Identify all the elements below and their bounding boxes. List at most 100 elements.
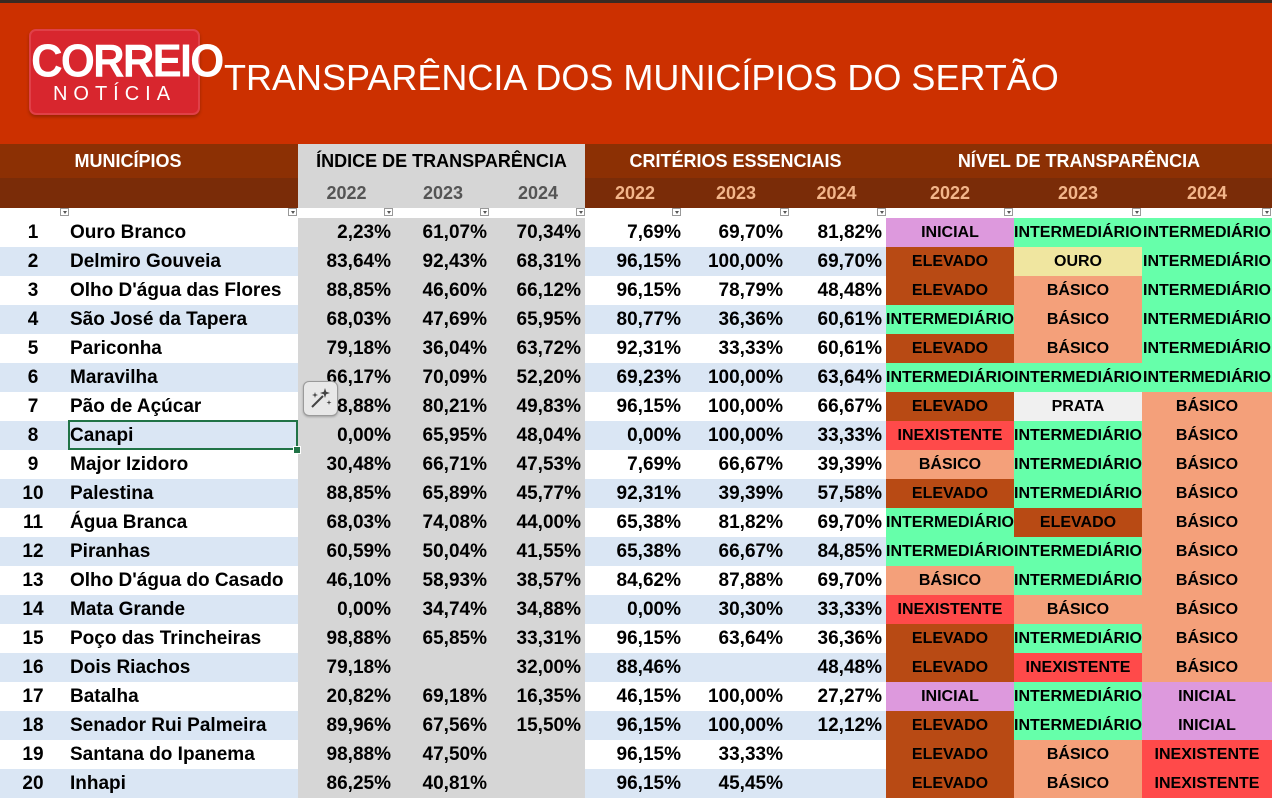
value-i22[interactable]: 98,88% [326,744,391,765]
value-c24[interactable]: 57,58% [817,483,882,504]
quick-analysis-button[interactable] [303,381,338,416]
municipio-name[interactable]: Olho D'água das Flores [70,280,282,301]
level-badge-l22[interactable]: ELEVADO [886,711,1014,740]
value-i23[interactable]: 92,43% [422,251,487,272]
level-badge-l24[interactable]: BÁSICO [1142,508,1272,537]
value-i22[interactable]: 60,59% [326,541,391,562]
value-i24[interactable]: 49,83% [516,396,581,417]
level-badge-l22[interactable]: INTERMEDIÁRIO [886,508,1014,537]
level-badge-l22[interactable]: ELEVADO [886,769,1014,798]
municipio-name[interactable]: Inhapi [70,773,126,794]
level-badge-l24[interactable]: INICIAL [1142,711,1272,740]
level-badge-l24[interactable]: INTERMEDIÁRIO [1142,305,1272,334]
filter-dropdown-button[interactable] [384,208,393,216]
municipio-name[interactable]: Ouro Branco [70,222,187,243]
value-c23[interactable]: 33,33% [718,744,783,765]
value-i24[interactable]: 33,31% [516,628,581,649]
value-c24[interactable]: 69,70% [817,512,882,533]
municipio-name[interactable]: Palestina [70,483,154,504]
level-badge-l24[interactable]: BÁSICO [1142,595,1272,624]
value-c23[interactable]: 100,00% [707,425,783,446]
value-c23[interactable]: 33,33% [718,338,783,359]
value-i24[interactable]: 66,12% [516,280,581,301]
municipio-name[interactable]: Major Izidoro [70,454,189,475]
value-c22[interactable]: 69,23% [616,367,681,388]
municipio-name[interactable]: Delmiro Gouveia [70,251,221,272]
value-c24[interactable]: 69,70% [817,570,882,591]
value-c24[interactable]: 60,61% [817,309,882,330]
level-badge-l22[interactable]: ELEVADO [886,334,1014,363]
level-badge-l22[interactable]: INTERMEDIÁRIO [886,537,1014,566]
municipio-name[interactable]: Água Branca [70,512,188,533]
value-i24[interactable]: 65,95% [516,309,581,330]
level-badge-l22[interactable]: ELEVADO [886,479,1014,508]
value-c23[interactable]: 30,30% [718,599,783,620]
level-badge-l24[interactable]: BÁSICO [1142,624,1272,653]
level-badge-l24[interactable]: INTERMEDIÁRIO [1142,247,1272,276]
value-i23[interactable]: 70,09% [422,367,487,388]
value-i23[interactable]: 47,69% [422,309,487,330]
value-c23[interactable]: 36,36% [718,309,783,330]
level-badge-l23[interactable]: BÁSICO [1014,305,1142,334]
value-c22[interactable]: 0,00% [627,599,681,620]
filter-dropdown-button[interactable] [672,208,681,216]
level-badge-l24[interactable]: INTERMEDIÁRIO [1142,276,1272,305]
level-badge-l23[interactable]: INTERMEDIÁRIO [1014,450,1142,479]
value-c22[interactable]: 0,00% [627,425,681,446]
filter-dropdown-button[interactable] [1262,208,1271,216]
value-i22[interactable]: 88,85% [326,483,391,504]
value-i23[interactable]: 65,85% [422,628,487,649]
value-i24[interactable]: 32,00% [516,657,581,678]
value-i23[interactable]: 58,93% [422,570,487,591]
level-badge-l24[interactable]: INTERMEDIÁRIO [1142,334,1272,363]
value-c23[interactable] [685,653,787,682]
value-c22[interactable]: 96,15% [616,773,681,794]
level-badge-l24[interactable]: INICIAL [1142,682,1272,711]
level-badge-l23[interactable]: INTERMEDIÁRIO [1014,537,1142,566]
value-i22[interactable]: 0,00% [337,599,391,620]
municipio-name[interactable]: Santana do Ipanema [70,744,255,765]
level-badge-l24[interactable]: BÁSICO [1142,653,1272,682]
level-badge-l23[interactable]: INEXISTENTE [1014,653,1142,682]
value-c22[interactable]: 46,15% [616,686,681,707]
value-i22[interactable]: 86,25% [326,773,391,794]
value-c24[interactable]: 39,39% [817,454,882,475]
level-badge-l24[interactable]: INTERMEDIÁRIO [1142,363,1272,392]
value-c22[interactable]: 65,38% [616,512,681,533]
value-i22[interactable]: 68,03% [326,309,391,330]
level-badge-l22[interactable]: INTERMEDIÁRIO [886,305,1014,334]
value-i22[interactable]: 0,00% [337,425,391,446]
value-i22[interactable]: 2,23% [337,222,391,243]
level-badge-l22[interactable]: BÁSICO [886,566,1014,595]
value-c23[interactable]: 66,67% [718,454,783,475]
selected-cell[interactable] [68,420,298,450]
fill-handle[interactable] [293,446,301,454]
value-c23[interactable]: 87,88% [718,570,783,591]
value-i22[interactable]: 83,64% [326,251,391,272]
value-c22[interactable]: 96,15% [616,280,681,301]
value-i24[interactable]: 63,72% [516,338,581,359]
level-badge-l22[interactable]: ELEVADO [886,276,1014,305]
level-badge-l22[interactable]: INICIAL [886,682,1014,711]
level-badge-l24[interactable]: BÁSICO [1142,392,1272,421]
value-i24[interactable]: 44,00% [516,512,581,533]
level-badge-l24[interactable]: INTERMEDIÁRIO [1142,218,1272,247]
level-badge-l23[interactable]: ELEVADO [1014,508,1142,537]
value-i24[interactable]: 41,55% [516,541,581,562]
value-i22[interactable]: 88,85% [326,280,391,301]
value-c22[interactable]: 92,31% [616,338,681,359]
value-i24[interactable]: 34,88% [516,599,581,620]
value-c22[interactable]: 65,38% [616,541,681,562]
level-badge-l23[interactable]: INTERMEDIÁRIO [1014,479,1142,508]
level-badge-l23[interactable]: INTERMEDIÁRIO [1014,682,1142,711]
value-c24[interactable]: 12,12% [817,715,882,736]
value-c22[interactable]: 96,15% [616,251,681,272]
municipio-name[interactable]: Piranhas [70,541,151,562]
level-badge-l23[interactable]: BÁSICO [1014,334,1142,363]
value-i22[interactable]: 79,18% [326,338,391,359]
level-badge-l22[interactable]: BÁSICO [886,450,1014,479]
municipio-name[interactable]: Senador Rui Palmeira [70,715,267,736]
filter-dropdown-button[interactable] [1004,208,1013,216]
level-badge-l22[interactable]: INICIAL [886,218,1014,247]
municipio-name[interactable]: São José da Tapera [70,309,248,330]
